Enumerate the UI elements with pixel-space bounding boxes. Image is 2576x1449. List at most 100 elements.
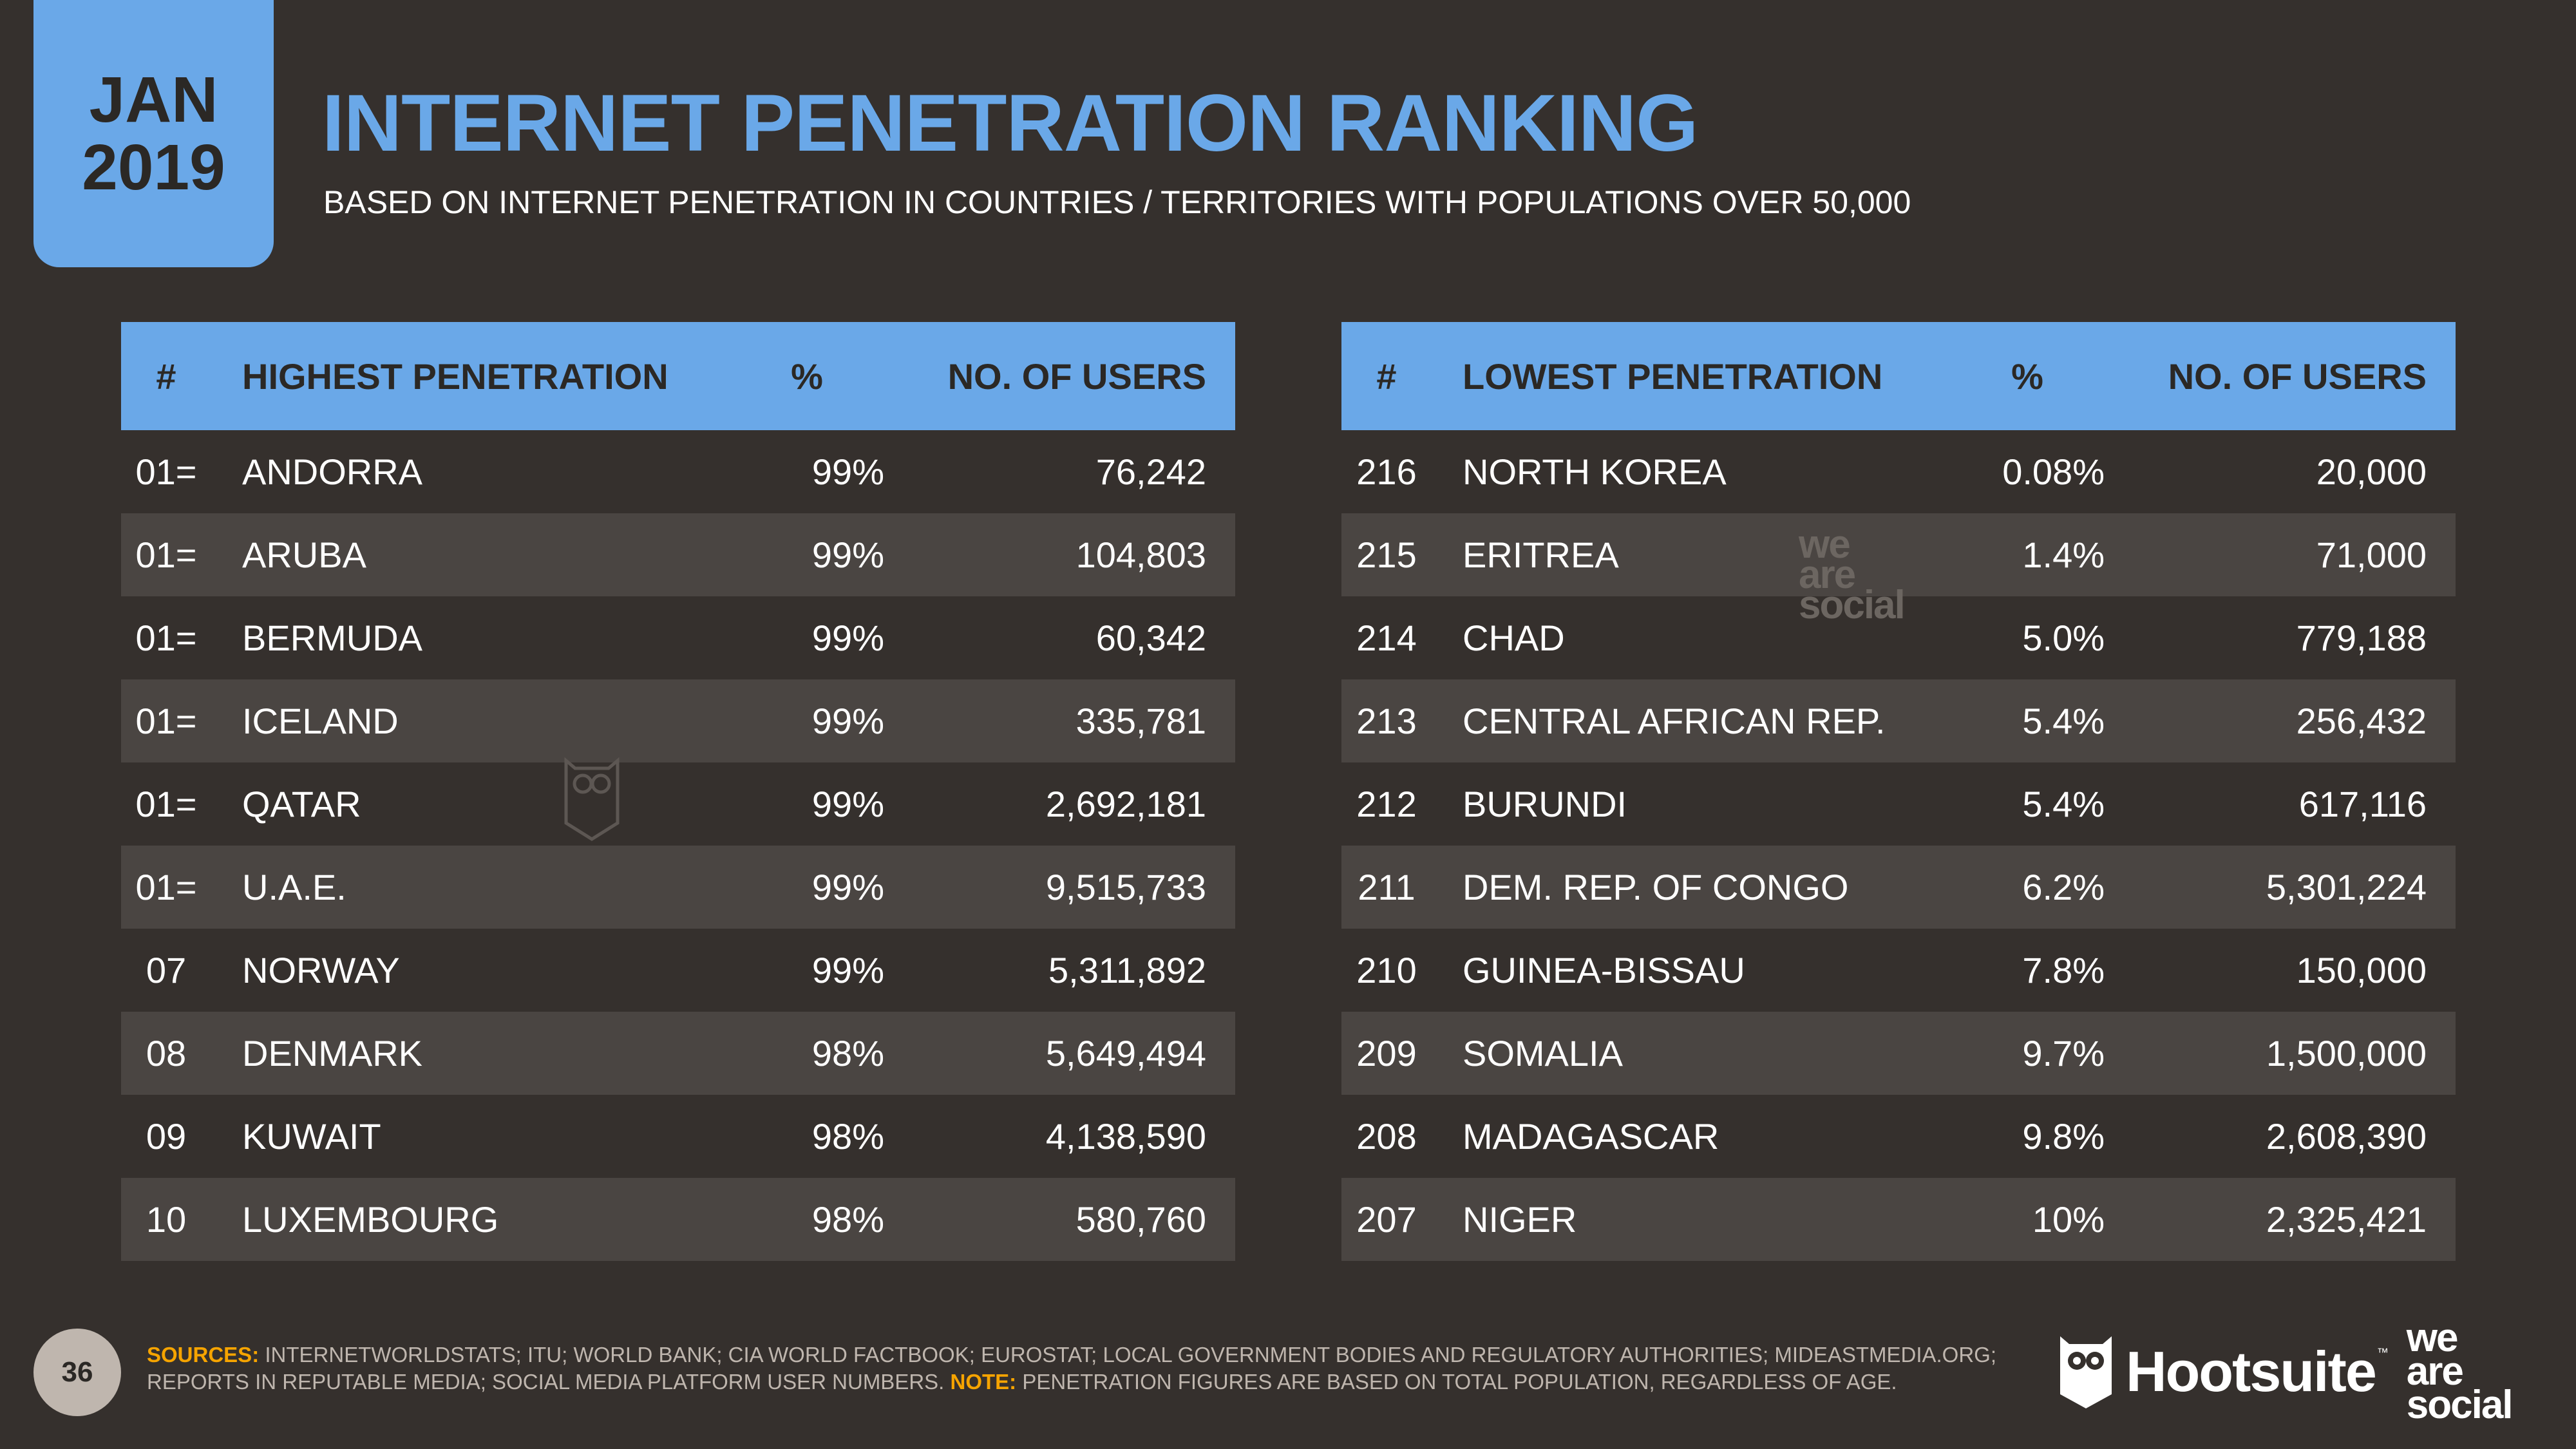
country-cell: ICELAND xyxy=(211,679,730,762)
country-cell: U.A.E. xyxy=(211,846,730,929)
country-cell: ANDORRA xyxy=(242,451,423,492)
table-row: 01= ARUBA 99% 104,803 xyxy=(121,513,1235,596)
table-row: 214 CHAD 5.0% 779,188 xyxy=(1341,596,2456,679)
percent-cell: 5.0% xyxy=(2022,618,2105,658)
page-subtitle: BASED ON INTERNET PENETRATION IN COUNTRI… xyxy=(323,184,1911,220)
table-row: 01= QATAR 99% 2,692,181 xyxy=(121,762,1235,846)
brand-logos: Hootsuite ™ we are social xyxy=(2058,1316,2514,1425)
rank-cell: 09 xyxy=(146,1116,187,1157)
rank-cell: 01= xyxy=(121,513,211,596)
rank-cell: 01= xyxy=(121,846,211,929)
table-row: 09 KUWAIT 98% 4,138,590 xyxy=(121,1095,1235,1178)
country-cell: QATAR xyxy=(242,784,361,824)
percent-cell: 98% xyxy=(730,1178,884,1261)
country-cell: DEM. REP. OF CONGO xyxy=(1432,846,1950,929)
we-are-social-logo: we are social xyxy=(2406,1316,2514,1425)
country-cell: MADAGASCAR xyxy=(1463,1116,1719,1157)
country-cell: NIGER xyxy=(1432,1178,1950,1261)
header-name: LOWEST PENETRATION xyxy=(1432,322,1950,430)
country-cell: SOMALIA xyxy=(1432,1012,1950,1095)
users-cell: 5,649,494 xyxy=(884,1012,1235,1095)
watermark-social: social xyxy=(1799,583,1906,627)
users-cell: 150,000 xyxy=(2296,950,2427,990)
table-row: 215 ERITREA 1.4% 71,000 xyxy=(1341,513,2456,596)
percent-cell: 9.8% xyxy=(2022,1116,2105,1157)
country-cell: BERMUDA xyxy=(242,618,423,658)
percent-cell: 5.4% xyxy=(1950,679,2105,762)
table-row: 10 LUXEMBOURG 98% 580,760 xyxy=(121,1178,1235,1261)
country-cell: GUINEA-BISSAU xyxy=(1463,950,1745,990)
percent-cell: 10% xyxy=(1950,1178,2105,1261)
table-row: 212 BURUNDI 5.4% 617,116 xyxy=(1341,762,2456,846)
users-cell: 779,188 xyxy=(2296,618,2427,658)
rank-cell: 209 xyxy=(1341,1012,1432,1095)
highest-penetration-table: # HIGHEST PENETRATION % NO. OF USERS 01=… xyxy=(121,322,1235,1261)
table-header-row: # HIGHEST PENETRATION % NO. OF USERS xyxy=(121,322,1235,430)
badge-year: 2019 xyxy=(82,131,225,204)
country-cell: ARUBA xyxy=(211,513,730,596)
table-header-row: # LOWEST PENETRATION % NO. OF USERS xyxy=(1341,322,2456,430)
users-cell: 256,432 xyxy=(2105,679,2456,762)
percent-cell: 1.4% xyxy=(1950,513,2105,596)
users-cell: 76,242 xyxy=(1095,451,1206,492)
table-row: 01= U.A.E. 99% 9,515,733 xyxy=(121,846,1235,929)
users-cell: 2,608,390 xyxy=(2266,1116,2427,1157)
header-rank: # xyxy=(1341,322,1432,430)
rank-cell: 01= xyxy=(135,784,197,824)
header-rank: # xyxy=(121,322,211,430)
country-cell: CHAD xyxy=(1463,618,1565,658)
percent-cell: 6.2% xyxy=(1950,846,2105,929)
rank-cell: 214 xyxy=(1356,618,1417,658)
logo-are: are xyxy=(2406,1349,2464,1394)
users-cell: 1,500,000 xyxy=(2105,1012,2456,1095)
table-row: 01= ANDORRA 99% 76,242 xyxy=(121,430,1235,513)
hootsuite-logo: Hootsuite xyxy=(2126,1340,2377,1403)
table-row: 01= ICELAND 99% 335,781 xyxy=(121,679,1235,762)
table-row: 207 NIGER 10% 2,325,421 xyxy=(1341,1178,2456,1261)
page-number: 36 xyxy=(33,1329,121,1416)
header-percent: % xyxy=(1950,322,2105,430)
users-cell: 20,000 xyxy=(2316,451,2427,492)
percent-cell: 98% xyxy=(730,1012,884,1095)
rank-cell: 213 xyxy=(1341,679,1432,762)
country-cell: DENMARK xyxy=(211,1012,730,1095)
rank-cell: 10 xyxy=(121,1178,211,1261)
country-cell: KUWAIT xyxy=(242,1116,381,1157)
header-name: HIGHEST PENETRATION xyxy=(211,322,730,430)
sources-text: INTERNETWORLDSTATS; ITU; WORLD BANK; CIA… xyxy=(147,1343,1997,1394)
percent-cell: 99% xyxy=(730,679,884,762)
watermark-we: we xyxy=(1799,522,1851,567)
rank-cell: 01= xyxy=(135,618,197,658)
percent-cell: 98% xyxy=(811,1116,884,1157)
users-cell: 4,138,590 xyxy=(1045,1116,1206,1157)
hootsuite-owl-icon xyxy=(2060,1336,2112,1408)
header-percent: % xyxy=(730,322,884,430)
percent-cell: 99% xyxy=(730,846,884,929)
country-cell: CENTRAL AFRICAN REP. xyxy=(1432,679,1950,762)
table-row: 210 GUINEA-BISSAU 7.8% 150,000 xyxy=(1341,929,2456,1012)
table-row: 216 NORTH KOREA 0.08% 20,000 xyxy=(1341,430,2456,513)
percent-cell: 9.7% xyxy=(1950,1012,2105,1095)
table-row: 213 CENTRAL AFRICAN REP. 5.4% 256,432 xyxy=(1341,679,2456,762)
table-row: 208 MADAGASCAR 9.8% 2,608,390 xyxy=(1341,1095,2456,1178)
rank-cell: 01= xyxy=(135,451,197,492)
country-cell: NORTH KOREA xyxy=(1463,451,1727,492)
rank-cell: 211 xyxy=(1341,846,1432,929)
table-row: 209 SOMALIA 9.7% 1,500,000 xyxy=(1341,1012,2456,1095)
percent-cell: 99% xyxy=(811,618,884,658)
note-label: NOTE: xyxy=(950,1370,1017,1394)
badge-month: JAN xyxy=(89,63,218,136)
users-cell: 5,311,892 xyxy=(1048,950,1206,990)
header-users: NO. OF USERS xyxy=(2105,322,2456,430)
logo-we: we xyxy=(2406,1316,2459,1360)
rank-cell: 207 xyxy=(1341,1178,1432,1261)
country-cell: BURUNDI xyxy=(1463,784,1627,824)
owl-watermark-icon xyxy=(564,757,620,841)
percent-cell: 99% xyxy=(811,451,884,492)
users-cell: 5,301,224 xyxy=(2105,846,2456,929)
lowest-penetration-table: # LOWEST PENETRATION % NO. OF USERS 216 N… xyxy=(1341,322,2456,1261)
we-are-social-watermark: we are social xyxy=(1799,522,1906,627)
watermark-are: are xyxy=(1799,553,1856,597)
rank-cell: 08 xyxy=(121,1012,211,1095)
rank-cell: 01= xyxy=(121,679,211,762)
